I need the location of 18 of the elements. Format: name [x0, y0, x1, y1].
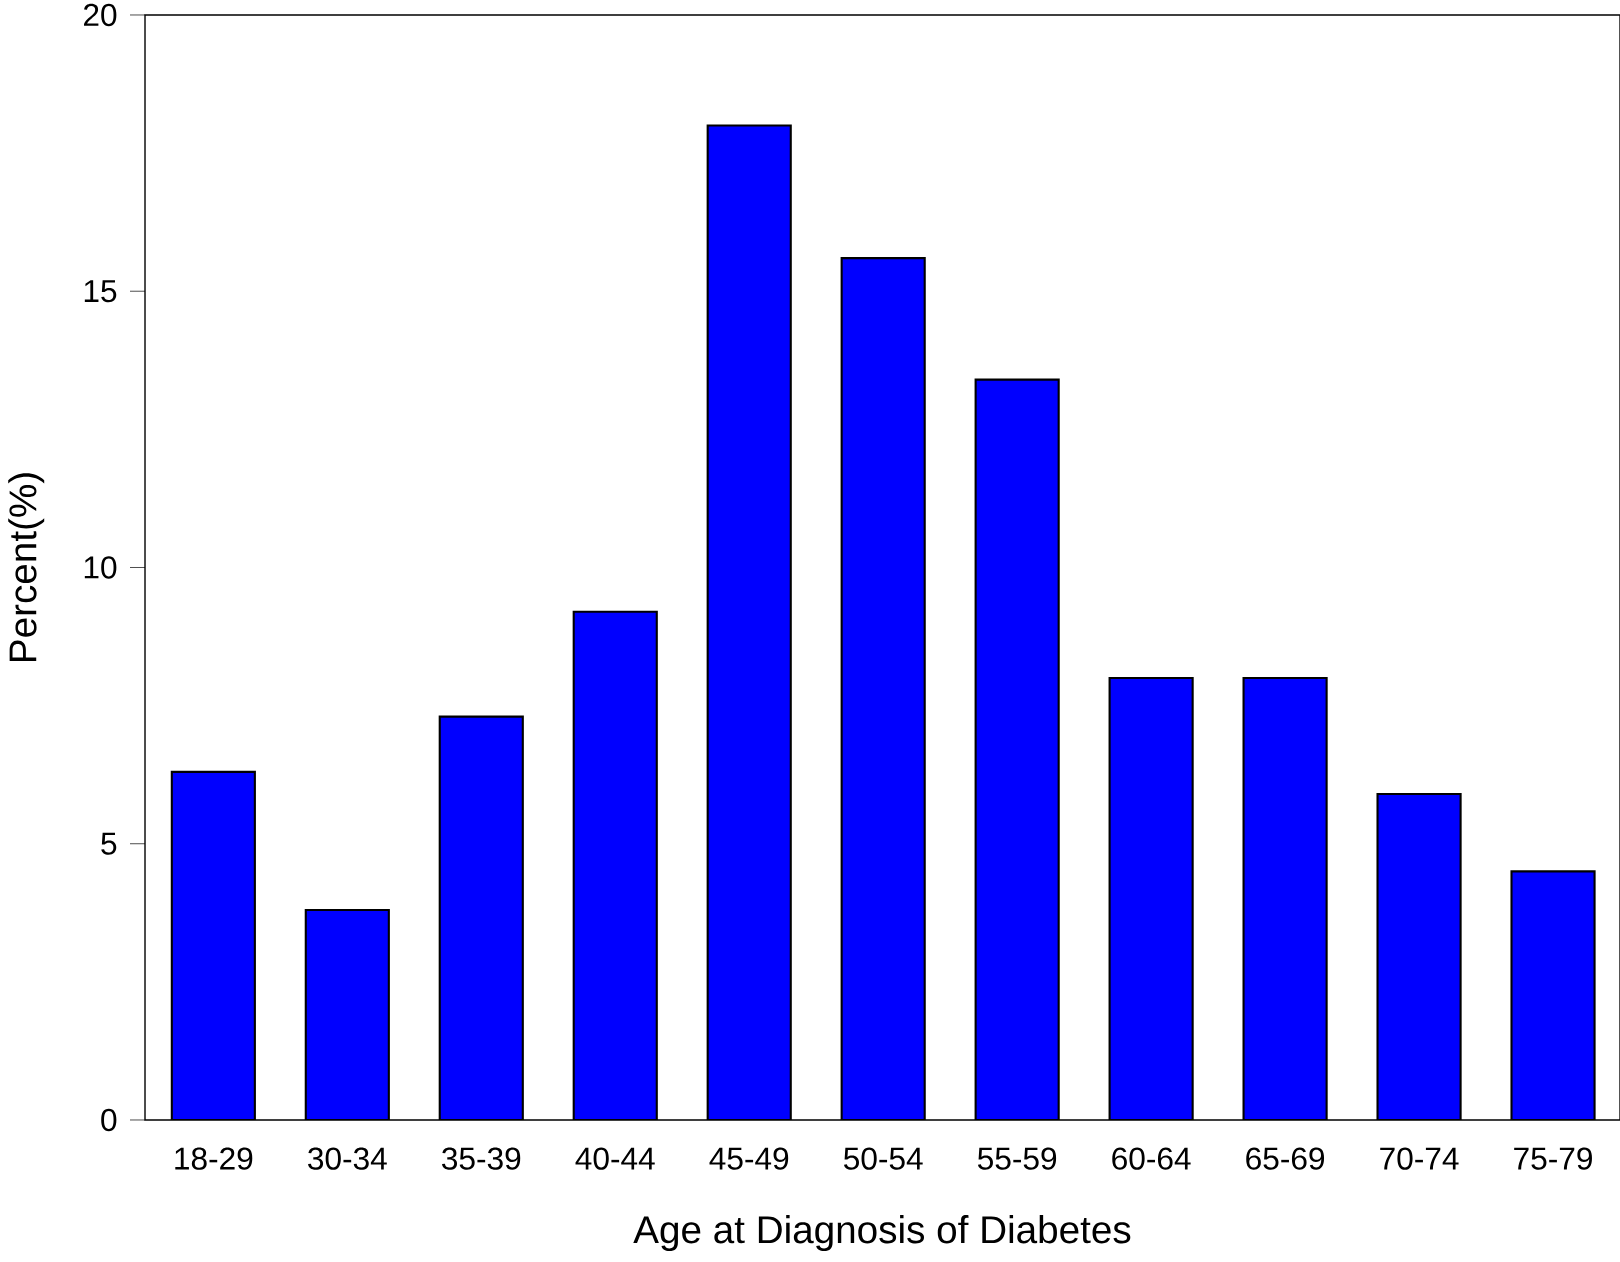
- x-tick-label: 35-39: [442, 1147, 521, 1170]
- y-axis-title: Percent(%): [8, 473, 45, 661]
- x-axis-title: Age at Diagnosis of Diabetes: [633, 1215, 1131, 1252]
- x-tick-label: 70-74: [1380, 1147, 1459, 1170]
- y-tick-label: 20: [84, 3, 117, 27]
- x-tick-label: 60-64: [1112, 1147, 1191, 1170]
- x-tick-label: 30-34: [308, 1147, 387, 1170]
- x-tick-label: 40-44: [575, 1147, 655, 1170]
- x-tick-label: 18-29: [175, 1147, 253, 1170]
- y-tick-label: 15: [84, 280, 117, 303]
- x-tick-label: 65-69: [1246, 1147, 1325, 1170]
- y-tick-label: 0: [101, 1108, 117, 1132]
- x-tick-label: 45-49: [709, 1147, 789, 1170]
- x-tick-label: 55-59: [977, 1147, 1057, 1170]
- x-tick-label: 75-79: [1514, 1147, 1592, 1170]
- x-tick-label: 50-54: [844, 1147, 923, 1170]
- y-tick-label: 5: [101, 832, 117, 855]
- y-tick-label: 10: [84, 556, 117, 579]
